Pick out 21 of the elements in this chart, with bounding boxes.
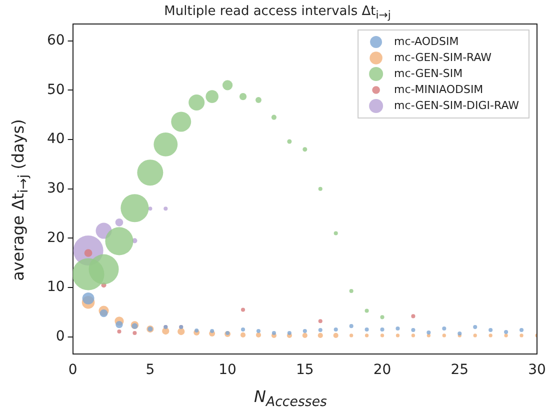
legend-label: mc-AODSIM	[394, 34, 459, 48]
y-tick-label: 40	[46, 131, 65, 148]
legend-label: mc-MINIAODSIM	[394, 82, 484, 96]
y-tick-label: 0	[56, 328, 65, 345]
x-tick-label: 15	[296, 362, 314, 378]
legend-label: mc-GEN-SIM	[394, 66, 463, 80]
y-tick-label: 60	[46, 32, 65, 48]
x-tick-label: 0	[68, 362, 78, 378]
x-tick-label: 20	[373, 362, 392, 378]
y-tick-label: 10	[46, 279, 65, 296]
y-tick-label: 50	[46, 82, 65, 98]
x-tick-label: 5	[146, 362, 155, 378]
chart-title: Multiple read access intervals Δt$_{i→j}$	[163, 4, 392, 22]
y-tick-label: 30	[46, 180, 65, 196]
legend-label: mc-GEN-SIM-RAW	[394, 50, 492, 64]
x-tick-label: 10	[218, 362, 236, 378]
x-axis-title: N$_{Accesses}$	[253, 386, 328, 410]
y-tick-label: 20	[46, 230, 65, 246]
x-tick-label: 30	[528, 362, 546, 378]
legend-label: mc-GEN-SIM-DIGI-RAW	[394, 98, 520, 112]
x-tick-label: 25	[450, 362, 469, 378]
